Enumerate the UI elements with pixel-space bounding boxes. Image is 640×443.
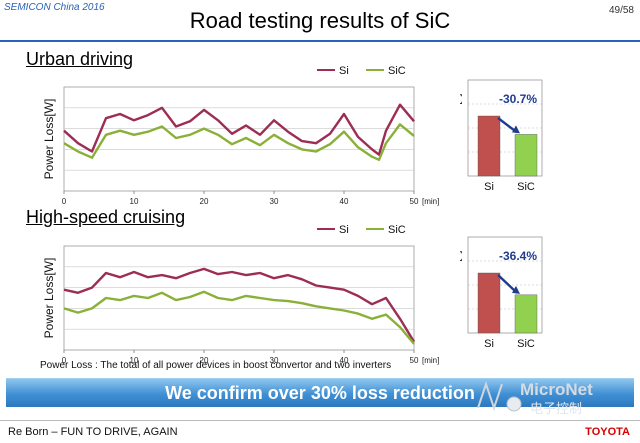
bar-label-sic: SiC bbox=[517, 181, 535, 193]
legend-label-si: Si bbox=[339, 224, 349, 236]
x-tick-label: 50 bbox=[410, 197, 419, 206]
watermark-cn: 电子控制 bbox=[530, 402, 582, 416]
legend-label-sic: SiC bbox=[388, 224, 406, 236]
series-line-si bbox=[63, 103, 415, 156]
highspeed-bar-chart: Power Loss [J] Si SiC -36.4% bbox=[460, 236, 543, 350]
urban-line-chart: 0 10 20 30 40 50 [min] Power Loss[W] Si SiC bbox=[42, 65, 439, 206]
urban-bar-chart: Power Loss [J] Si SiC -30.7% bbox=[460, 79, 543, 193]
footnote: Power Loss : The total of all power devi… bbox=[40, 360, 392, 371]
watermark-brand: MicroNet bbox=[520, 380, 593, 399]
x-tick-label: 0 bbox=[62, 197, 67, 206]
bar-si bbox=[477, 115, 501, 177]
arrow-head bbox=[512, 285, 520, 294]
bar-label-sic: SiC bbox=[517, 338, 535, 350]
bar-sic bbox=[514, 134, 538, 177]
bar-y-axis-label: Power Loss [J] bbox=[460, 93, 463, 162]
legend-label-si: Si bbox=[339, 65, 349, 77]
conference-label: SEMICON China 2016 bbox=[4, 2, 105, 13]
highspeed-line-chart: 0 10 20 30 40 50 [min] Power Loss[W] Si SiC bbox=[42, 224, 439, 365]
bar-y-axis-label: Power Loss [J] bbox=[460, 250, 463, 319]
page-number: 49/58 bbox=[608, 5, 634, 16]
arrow-head bbox=[512, 125, 520, 134]
x-tick-label: 20 bbox=[200, 356, 209, 365]
watermark-logo: MicroNet 电子控制 bbox=[477, 380, 593, 416]
highspeed-section-title: High-speed cruising bbox=[26, 207, 186, 227]
conclusion-text: We confirm over 30% loss reduction bbox=[165, 383, 475, 403]
x-tick-label: 20 bbox=[200, 197, 209, 206]
plot-area bbox=[63, 86, 415, 192]
reduction-label: -30.7% bbox=[499, 92, 537, 106]
x-tick-label: 30 bbox=[270, 356, 279, 365]
bar-label-si: Si bbox=[484, 181, 494, 193]
y-axis-label: Power Loss[W] bbox=[42, 258, 56, 339]
legend-label-sic: SiC bbox=[388, 65, 406, 77]
bar-sic bbox=[514, 294, 538, 334]
urban-section-title: Urban driving bbox=[26, 49, 134, 69]
series-line-si bbox=[63, 267, 416, 343]
toyota-logo-text: TOYOTA bbox=[585, 426, 630, 438]
bar-label-si: Si bbox=[484, 338, 494, 350]
slide-title: Road testing results of SiC bbox=[189, 8, 451, 33]
x-tick-label: 30 bbox=[270, 197, 279, 206]
x-axis-label: [min] bbox=[422, 197, 439, 206]
bar-si bbox=[477, 272, 501, 334]
x-axis-label: [min] bbox=[422, 356, 439, 365]
footer-divider bbox=[0, 420, 640, 421]
x-tick-label: 50 bbox=[410, 356, 419, 365]
x-tick-label: 10 bbox=[130, 197, 139, 206]
y-axis-label: Power Loss[W] bbox=[42, 99, 56, 180]
footer-slogan: Re Born – FUN TO DRIVE, AGAIN bbox=[8, 426, 178, 438]
x-tick-label: 40 bbox=[340, 197, 349, 206]
title-divider bbox=[0, 40, 640, 42]
series-line-sic bbox=[63, 290, 415, 345]
x-tick-label: 40 bbox=[340, 356, 349, 365]
conclusion-banner: We confirm over 30% loss reduction bbox=[6, 378, 634, 407]
x-tick-label: 0 bbox=[62, 356, 67, 365]
reduction-label: -36.4% bbox=[499, 249, 537, 263]
series-line-sic bbox=[63, 123, 415, 161]
x-tick-label: 10 bbox=[130, 356, 139, 365]
